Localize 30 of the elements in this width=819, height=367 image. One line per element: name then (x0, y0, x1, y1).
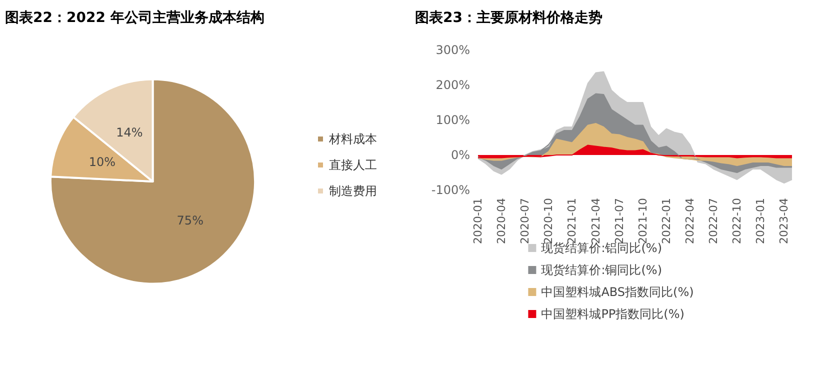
x-tick-label: 2021-10 (636, 198, 649, 244)
x-tick-label: 2020-10 (542, 198, 555, 244)
x-tick-label: 2021-01 (565, 198, 578, 244)
x-tick-label: 2023-04 (777, 198, 790, 244)
data-label: 75% (176, 214, 204, 228)
chart-title: 图表22：2022 年公司主营业务成本结构 (5, 9, 264, 26)
legend-label: 中国塑料城ABS指数同比(%) (540, 285, 694, 299)
x-tick-label: 2023-01 (754, 198, 767, 244)
y-tick-label: 100% (435, 113, 470, 127)
y-tick-label: 300% (435, 43, 470, 57)
legend-label: 直接人工 (329, 158, 377, 172)
legend-label: 中国塑料城PP指数同比(%) (540, 307, 684, 321)
x-tick-label: 2022-01 (659, 198, 672, 244)
x-tick-label: 2021-04 (588, 198, 602, 244)
x-tick-label: 2021-07 (612, 198, 626, 244)
x-tick-label: 2022-04 (682, 198, 696, 244)
x-tick-label: 2022-07 (706, 198, 720, 244)
legend-label: 现货结算价:铜同比(%) (540, 263, 662, 277)
y-tick-label: 0% (450, 148, 470, 162)
x-tick-label: 2020-04 (494, 198, 508, 244)
data-label: 10% (88, 155, 116, 170)
legend-label: 材料成本 (328, 132, 377, 146)
x-tick-label: 2020-07 (518, 198, 532, 244)
chart-title: 图表23：主要原材料价格走势 (414, 9, 602, 26)
x-tick-label: 2020-01 (471, 198, 484, 244)
data-label: 14% (116, 126, 143, 140)
y-tick-label: -100% (430, 183, 470, 197)
legend-label: 制造费用 (329, 184, 377, 198)
y-tick-label: 200% (435, 78, 470, 92)
x-tick-label: 2022-10 (730, 198, 744, 244)
